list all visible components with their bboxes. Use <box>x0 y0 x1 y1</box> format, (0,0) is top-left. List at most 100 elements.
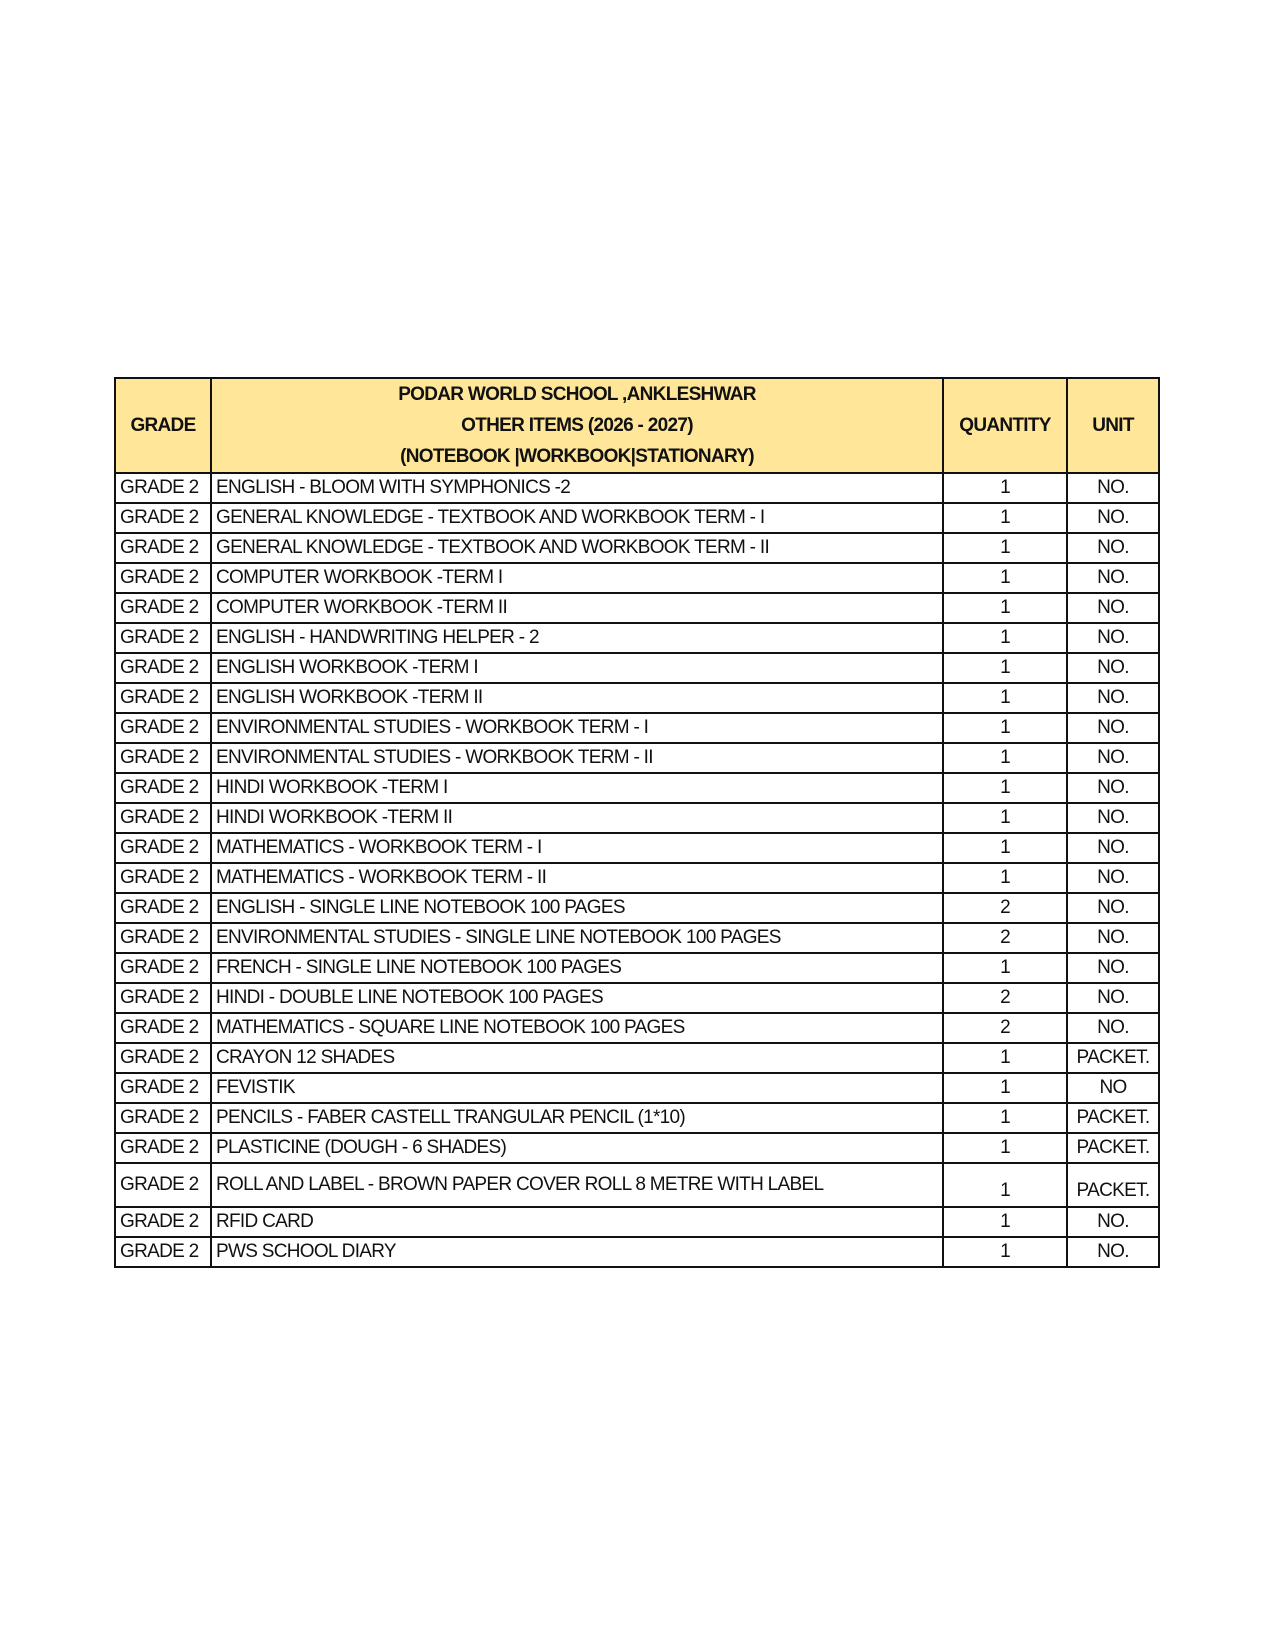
unit-cell: NO. <box>1066 952 1160 984</box>
unit-cell: NO. <box>1066 532 1160 564</box>
table-row: GRADE 2 HINDI WORKBOOK -TERM II 1 NO. <box>114 802 1160 834</box>
item-cell: GENERAL KNOWLEDGE - TEXTBOOK AND WORKBOO… <box>210 502 944 534</box>
grade-cell: GRADE 2 <box>114 742 212 774</box>
table-row: GRADE 2 PWS SCHOOL DIARY 1 NO. <box>114 1236 1160 1268</box>
item-cell: ENGLISH - BLOOM WITH SYMPHONICS -2 <box>210 472 944 504</box>
quantity-cell: 1 <box>942 682 1068 714</box>
list-subtitle: (NOTEBOOK |WORKBOOK|STATIONARY) <box>400 446 754 467</box>
unit-cell: NO. <box>1066 502 1160 534</box>
table-row: GRADE 2 FEVISTIK 1 NO <box>114 1072 1160 1104</box>
unit-cell: NO. <box>1066 862 1160 894</box>
item-cell: ROLL AND LABEL - BROWN PAPER COVER ROLL … <box>210 1162 944 1208</box>
table-row: GRADE 2 COMPUTER WORKBOOK -TERM I 1 NO. <box>114 562 1160 594</box>
table-row: GRADE 2 MATHEMATICS - WORKBOOK TERM - II 1… <box>114 862 1160 894</box>
quantity-cell: 1 <box>942 772 1068 804</box>
school-name: PODAR WORLD SCHOOL ,ANKLESHWAR <box>398 384 756 405</box>
unit-cell: NO. <box>1066 742 1160 774</box>
grade-cell: GRADE 2 <box>114 982 212 1014</box>
quantity-cell: 1 <box>942 472 1068 504</box>
unit-cell: NO. <box>1066 622 1160 654</box>
quantity-cell: 1 <box>942 802 1068 834</box>
quantity-cell: 1 <box>942 502 1068 534</box>
unit-cell: PACKET. <box>1066 1162 1160 1208</box>
unit-cell: NO. <box>1066 562 1160 594</box>
grade-cell: GRADE 2 <box>114 1012 212 1044</box>
grade-cell: GRADE 2 <box>114 892 212 924</box>
quantity-cell: 1 <box>942 832 1068 864</box>
quantity-cell: 1 <box>942 862 1068 894</box>
unit-cell: NO. <box>1066 592 1160 624</box>
table-row: GRADE 2 ENVIRONMENTAL STUDIES - WORKBOOK … <box>114 742 1160 774</box>
table-row: GRADE 2 GENERAL KNOWLEDGE - TEXTBOOK AND … <box>114 502 1160 534</box>
item-cell: PLASTICINE (DOUGH - 6 SHADES) <box>210 1132 944 1164</box>
item-cell: ENVIRONMENTAL STUDIES - WORKBOOK TERM - … <box>210 712 944 744</box>
grade-cell: GRADE 2 <box>114 502 212 534</box>
unit-cell: NO. <box>1066 472 1160 504</box>
table-row: GRADE 2 ENGLISH WORKBOOK -TERM I 1 NO. <box>114 652 1160 684</box>
item-cell: ENGLISH - SINGLE LINE NOTEBOOK 100 PAGES <box>210 892 944 924</box>
quantity-cell: 1 <box>942 592 1068 624</box>
quantity-cell: 1 <box>942 712 1068 744</box>
grade-cell: GRADE 2 <box>114 1162 212 1208</box>
table-row: GRADE 2 ENVIRONMENTAL STUDIES - SINGLE LI… <box>114 922 1160 954</box>
quantity-cell: 1 <box>942 952 1068 984</box>
header-quantity: QUANTITY <box>942 377 1068 474</box>
unit-cell: PACKET. <box>1066 1132 1160 1164</box>
table-row: GRADE 2 ENGLISH WORKBOOK -TERM II 1 NO. <box>114 682 1160 714</box>
table-row: GRADE 2 MATHEMATICS - SQUARE LINE NOTEBOO… <box>114 1012 1160 1044</box>
unit-cell: NO. <box>1066 712 1160 744</box>
quantity-cell: 1 <box>942 1206 1068 1238</box>
list-title: OTHER ITEMS (2026 - 2027) <box>461 415 693 436</box>
quantity-cell: 2 <box>942 1012 1068 1044</box>
quantity-cell: 1 <box>942 1102 1068 1134</box>
grade-cell: GRADE 2 <box>114 952 212 984</box>
item-cell: FEVISTIK <box>210 1072 944 1104</box>
grade-cell: GRADE 2 <box>114 1236 212 1268</box>
grade-cell: GRADE 2 <box>114 472 212 504</box>
grade-cell: GRADE 2 <box>114 802 212 834</box>
grade-cell: GRADE 2 <box>114 652 212 684</box>
item-cell: ENVIRONMENTAL STUDIES - WORKBOOK TERM - … <box>210 742 944 774</box>
grade-cell: GRADE 2 <box>114 712 212 744</box>
item-cell: HINDI WORKBOOK -TERM I <box>210 772 944 804</box>
grade-cell: GRADE 2 <box>114 1102 212 1134</box>
quantity-cell: 1 <box>942 1072 1068 1104</box>
item-cell: MATHEMATICS - WORKBOOK TERM - I <box>210 832 944 864</box>
grade-cell: GRADE 2 <box>114 592 212 624</box>
quantity-cell: 1 <box>942 1162 1068 1208</box>
unit-cell: NO. <box>1066 1206 1160 1238</box>
grade-cell: GRADE 2 <box>114 1042 212 1074</box>
header-title: PODAR WORLD SCHOOL ,ANKLESHWAR OTHER ITE… <box>210 377 944 474</box>
unit-cell: NO. <box>1066 682 1160 714</box>
grade-cell: GRADE 2 <box>114 562 212 594</box>
header-unit: UNIT <box>1066 377 1160 474</box>
grade-cell: GRADE 2 <box>114 532 212 564</box>
item-cell: PWS SCHOOL DIARY <box>210 1236 944 1268</box>
quantity-cell: 1 <box>942 622 1068 654</box>
item-cell: ENGLISH WORKBOOK -TERM I <box>210 652 944 684</box>
unit-cell: NO. <box>1066 832 1160 864</box>
item-cell: COMPUTER WORKBOOK -TERM II <box>210 592 944 624</box>
unit-cell: NO. <box>1066 892 1160 924</box>
quantity-cell: 2 <box>942 892 1068 924</box>
grade-cell: GRADE 2 <box>114 1132 212 1164</box>
item-cell: GENERAL KNOWLEDGE - TEXTBOOK AND WORKBOO… <box>210 532 944 564</box>
unit-cell: PACKET. <box>1066 1102 1160 1134</box>
table-row: GRADE 2 FRENCH - SINGLE LINE NOTEBOOK 100… <box>114 952 1160 984</box>
unit-cell: NO. <box>1066 802 1160 834</box>
unit-cell: NO. <box>1066 1012 1160 1044</box>
item-cell: ENGLISH - HANDWRITING HELPER - 2 <box>210 622 944 654</box>
table-row: GRADE 2 COMPUTER WORKBOOK -TERM II 1 NO. <box>114 592 1160 624</box>
table-row: GRADE 2 RFID CARD 1 NO. <box>114 1206 1160 1238</box>
quantity-cell: 1 <box>942 742 1068 774</box>
unit-cell: NO. <box>1066 652 1160 684</box>
unit-cell: PACKET. <box>1066 1042 1160 1074</box>
grade-cell: GRADE 2 <box>114 862 212 894</box>
table-row: GRADE 2 ENVIRONMENTAL STUDIES - WORKBOOK … <box>114 712 1160 744</box>
table-row: GRADE 2 PENCILS - FABER CASTELL TRANGULAR… <box>114 1102 1160 1134</box>
quantity-cell: 1 <box>942 532 1068 564</box>
item-cell: RFID CARD <box>210 1206 944 1238</box>
unit-cell: NO <box>1066 1072 1160 1104</box>
quantity-cell: 1 <box>942 1132 1068 1164</box>
